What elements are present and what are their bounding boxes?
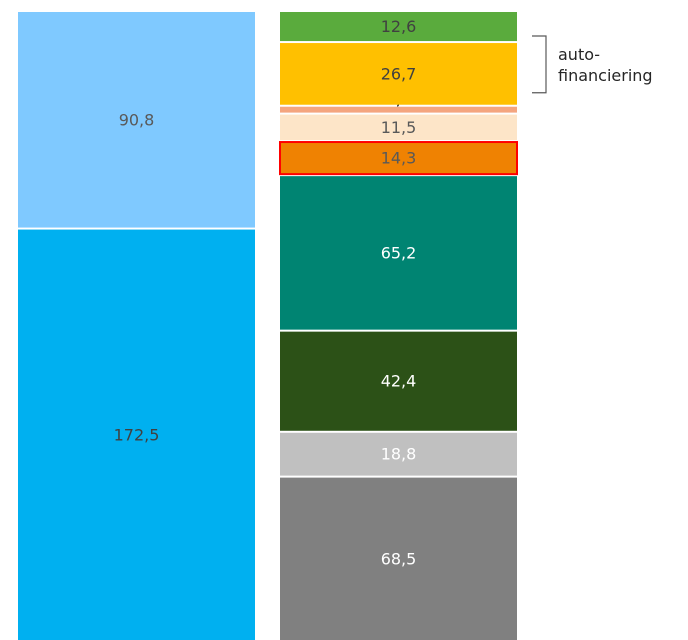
annotation-label: financiering: [558, 66, 653, 85]
data-label: 90,8: [119, 110, 155, 129]
annotation-bracket: [532, 35, 547, 94]
bar-segment: [280, 12, 517, 42]
data-label: 65,2: [381, 243, 417, 262]
data-label: 11,5: [381, 118, 417, 137]
data-label: 42,4: [381, 372, 417, 391]
annotation-label: auto-: [558, 45, 600, 64]
data-label: 68,5: [381, 549, 417, 568]
bar-segment: [280, 331, 517, 431]
data-label: 172,5: [114, 425, 160, 444]
bar-segment: [280, 114, 517, 141]
bar-segment: [18, 12, 255, 228]
data-label: 14,3: [381, 149, 417, 168]
data-label: 12,6: [381, 17, 417, 36]
bar-segment: [280, 432, 517, 476]
data-label: 26,7: [381, 64, 417, 83]
bar-segment: [280, 43, 517, 105]
bar-segment: [18, 229, 255, 640]
bar-segment: [280, 176, 517, 330]
bar-segment: [280, 106, 517, 113]
data-label: 18,8: [381, 445, 417, 464]
bar-segment: [280, 477, 517, 640]
bar-segment: [279, 141, 518, 176]
